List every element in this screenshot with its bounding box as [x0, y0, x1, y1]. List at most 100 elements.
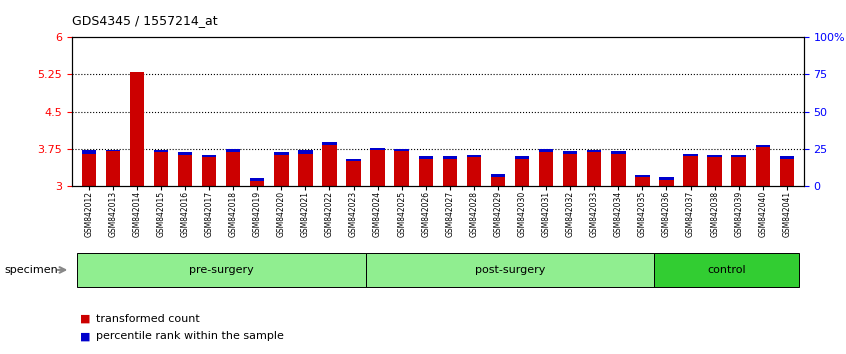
Bar: [491, 177, 505, 186]
Bar: [707, 155, 722, 157]
Text: GSM842031: GSM842031: [541, 191, 551, 237]
Text: GSM842025: GSM842025: [397, 191, 406, 237]
Text: GSM842026: GSM842026: [421, 191, 431, 237]
FancyBboxPatch shape: [365, 253, 655, 287]
Bar: [346, 159, 360, 161]
Bar: [298, 150, 313, 154]
Text: GSM842034: GSM842034: [614, 191, 623, 237]
Bar: [419, 156, 433, 159]
Bar: [226, 149, 240, 152]
Bar: [250, 178, 265, 181]
Text: GSM842013: GSM842013: [108, 191, 118, 237]
Text: transformed count: transformed count: [96, 314, 200, 324]
Text: GSM842028: GSM842028: [470, 191, 479, 237]
Bar: [611, 151, 625, 154]
Bar: [467, 157, 481, 186]
Text: GSM842029: GSM842029: [493, 191, 503, 237]
Text: ■: ■: [80, 314, 91, 324]
Bar: [780, 156, 794, 159]
Bar: [154, 150, 168, 152]
Text: GDS4345 / 1557214_at: GDS4345 / 1557214_at: [72, 14, 217, 27]
Text: GSM842012: GSM842012: [85, 191, 93, 237]
Bar: [322, 145, 337, 186]
Text: GSM842038: GSM842038: [710, 191, 719, 237]
Bar: [755, 147, 770, 186]
Text: GSM842033: GSM842033: [590, 191, 599, 237]
Text: ■: ■: [80, 331, 91, 341]
Text: pre-surgery: pre-surgery: [189, 265, 254, 275]
Bar: [707, 157, 722, 186]
Bar: [81, 154, 96, 186]
Bar: [684, 154, 698, 156]
Bar: [202, 157, 217, 186]
Bar: [659, 177, 673, 180]
Text: GSM842036: GSM842036: [662, 191, 671, 237]
Bar: [371, 148, 385, 150]
Bar: [635, 175, 650, 177]
Text: GSM842018: GSM842018: [228, 191, 238, 237]
Bar: [202, 155, 217, 157]
Bar: [780, 159, 794, 186]
Text: GSM842015: GSM842015: [157, 191, 166, 237]
Text: GSM842024: GSM842024: [373, 191, 382, 237]
Bar: [539, 152, 553, 186]
Text: GSM842019: GSM842019: [253, 191, 261, 237]
Bar: [611, 154, 625, 186]
Text: GSM842027: GSM842027: [445, 191, 454, 237]
Bar: [226, 152, 240, 186]
Bar: [755, 145, 770, 147]
Text: GSM842014: GSM842014: [133, 191, 141, 237]
Text: GSM842030: GSM842030: [518, 191, 526, 237]
Text: specimen: specimen: [4, 265, 58, 275]
Bar: [129, 72, 144, 186]
Bar: [539, 149, 553, 152]
Text: GSM842016: GSM842016: [180, 191, 190, 237]
Bar: [346, 161, 360, 186]
Bar: [178, 155, 192, 186]
Text: control: control: [707, 265, 746, 275]
Text: GSM842039: GSM842039: [734, 191, 743, 237]
Bar: [371, 150, 385, 186]
Text: post-surgery: post-surgery: [475, 265, 545, 275]
Bar: [178, 152, 192, 155]
Text: percentile rank within the sample: percentile rank within the sample: [96, 331, 283, 341]
Text: GSM842032: GSM842032: [566, 191, 574, 237]
Text: GSM842022: GSM842022: [325, 191, 334, 237]
Bar: [442, 156, 457, 159]
Bar: [394, 151, 409, 186]
Bar: [515, 159, 530, 186]
Bar: [563, 151, 578, 154]
FancyBboxPatch shape: [77, 253, 365, 287]
Bar: [298, 154, 313, 186]
Text: GSM842037: GSM842037: [686, 191, 695, 237]
Text: GSM842017: GSM842017: [205, 191, 214, 237]
Bar: [322, 142, 337, 145]
Text: GSM842041: GSM842041: [783, 191, 791, 237]
Text: GSM842035: GSM842035: [638, 191, 647, 237]
Bar: [81, 150, 96, 154]
Bar: [587, 152, 602, 186]
Bar: [467, 155, 481, 157]
Bar: [274, 152, 288, 155]
FancyBboxPatch shape: [655, 253, 799, 287]
Bar: [154, 152, 168, 186]
Bar: [732, 155, 746, 157]
Bar: [659, 180, 673, 186]
Bar: [587, 150, 602, 152]
Bar: [394, 149, 409, 151]
Text: GSM842021: GSM842021: [301, 191, 310, 237]
Bar: [684, 156, 698, 186]
Text: GSM842023: GSM842023: [349, 191, 358, 237]
Bar: [635, 177, 650, 186]
Bar: [563, 154, 578, 186]
Bar: [442, 159, 457, 186]
Bar: [250, 181, 265, 186]
Text: GSM842020: GSM842020: [277, 191, 286, 237]
Bar: [106, 150, 120, 151]
Bar: [419, 159, 433, 186]
Bar: [274, 155, 288, 186]
Bar: [106, 151, 120, 186]
Bar: [491, 175, 505, 177]
Text: GSM842040: GSM842040: [758, 191, 767, 237]
Bar: [515, 156, 530, 159]
